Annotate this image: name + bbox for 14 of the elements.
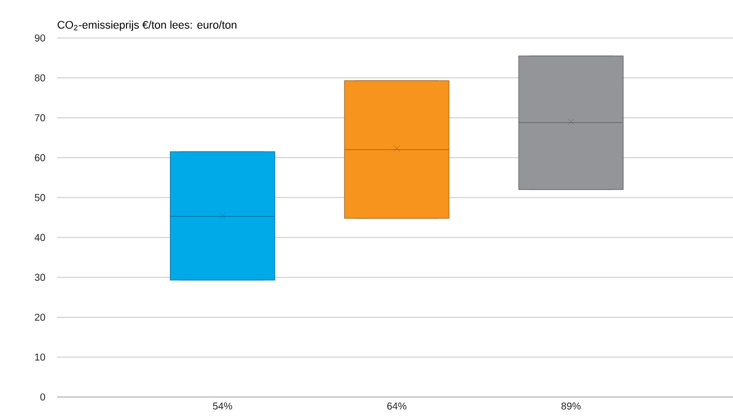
y-tick-label: 0 xyxy=(40,393,46,401)
y-tick-label: 80 xyxy=(34,74,46,82)
y-tick-label: 50 xyxy=(34,194,46,202)
y-tick-label: 30 xyxy=(34,274,46,281)
y-tick-label: 10 xyxy=(35,354,46,361)
y-tick-label: 70 xyxy=(34,114,46,122)
x-tick-label: 64% xyxy=(387,402,406,410)
x-tick-label: 54% xyxy=(212,402,232,410)
y-tick-label: 90 xyxy=(34,34,46,42)
y-tick-label: 60 xyxy=(34,154,46,162)
y-tick-label: 40 xyxy=(34,234,46,241)
chart-title: CO$_{2}$-emissieprijs €/ton lees: euro/ton xyxy=(58,20,236,31)
x-tick-label: 89% xyxy=(561,402,581,410)
y-tick-label: 20 xyxy=(34,314,46,321)
